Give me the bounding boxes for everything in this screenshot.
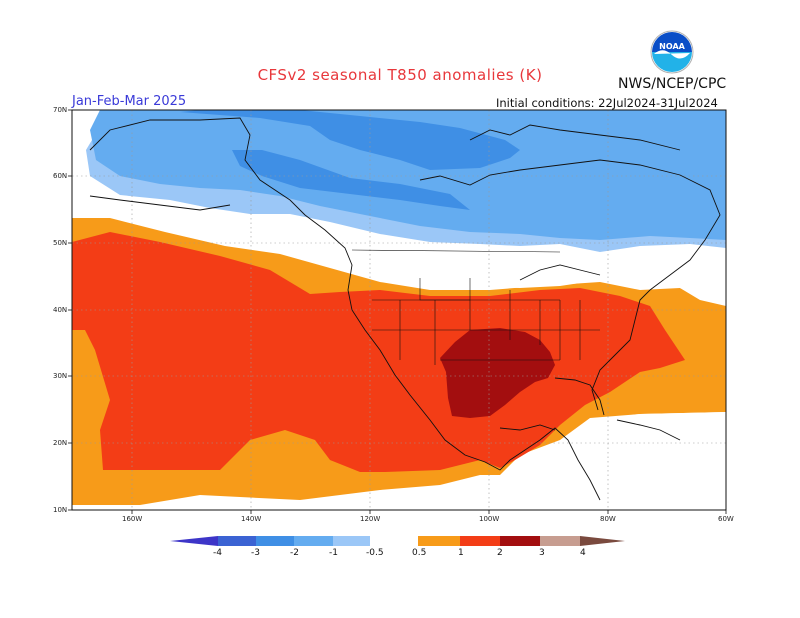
- legend-tick: 1: [458, 548, 464, 558]
- anomaly-region-neutral-se: [560, 412, 726, 505]
- lat-label: 10N: [53, 506, 68, 514]
- anomaly-region-neutral: [72, 200, 726, 300]
- lon-label: 140W: [241, 515, 262, 523]
- anomaly-region-darkblue-2: [232, 150, 470, 210]
- lon-label: 80W: [600, 515, 616, 523]
- coastlines: [89, 117, 721, 501]
- lon-label: 160W: [122, 515, 143, 523]
- lon-label: 120W: [360, 515, 381, 523]
- state-borders: [351, 249, 600, 365]
- legend-tick: -0.5: [366, 548, 384, 558]
- graticule: [72, 110, 726, 510]
- lat-label: 30N: [53, 372, 68, 380]
- lon-label: 100W: [479, 515, 500, 523]
- legend-swatch: [256, 536, 294, 546]
- anomaly-region-darkred: [440, 328, 555, 418]
- legend-swatch: [170, 536, 218, 546]
- legend-swatch: [418, 536, 460, 546]
- legend-swatch: [370, 536, 418, 546]
- legend-tick: -2: [290, 548, 299, 558]
- anomaly-region-red: [72, 232, 685, 472]
- lat-label: 70N: [53, 106, 68, 114]
- legend-colorbar: [170, 536, 625, 546]
- legend-tick: 2: [497, 548, 503, 558]
- legend-tick: 3: [539, 548, 545, 558]
- noaa-logo: NOAA: [650, 30, 694, 74]
- legend-tick: 4: [580, 548, 586, 558]
- axis-ticks: [68, 109, 727, 514]
- legend-swatch: [294, 536, 333, 546]
- legend-swatch: [540, 536, 580, 546]
- legend-swatch: [580, 536, 625, 546]
- legend-tick: -1: [329, 548, 338, 558]
- agency-label: NWS/NCEP/CPC: [618, 76, 727, 92]
- lat-label: 40N: [53, 306, 68, 314]
- lon-label: 60W: [718, 515, 734, 523]
- anomaly-region-blue: [90, 110, 726, 240]
- initial-conditions: Initial conditions: 22Jul2024-31Jul2024: [496, 96, 718, 110]
- anomaly-region-darkblue: [180, 110, 520, 170]
- legend-swatch: [460, 536, 500, 546]
- legend-tick: 0.5: [412, 548, 427, 558]
- lat-label: 20N: [53, 439, 68, 447]
- legend-swatch: [500, 536, 540, 546]
- lat-label: 60N: [53, 172, 68, 180]
- logo-text: NOAA: [659, 42, 685, 51]
- legend-tick: -3: [251, 548, 260, 558]
- map-title: CFSv2 seasonal T850 anomalies (K): [257, 66, 543, 84]
- forecast-period: Jan-Feb-Mar 2025: [72, 94, 187, 109]
- legend-tick: -4: [213, 548, 222, 558]
- legend-swatch: [333, 536, 370, 546]
- legend-swatch: [218, 536, 256, 546]
- lat-label: 50N: [53, 239, 68, 247]
